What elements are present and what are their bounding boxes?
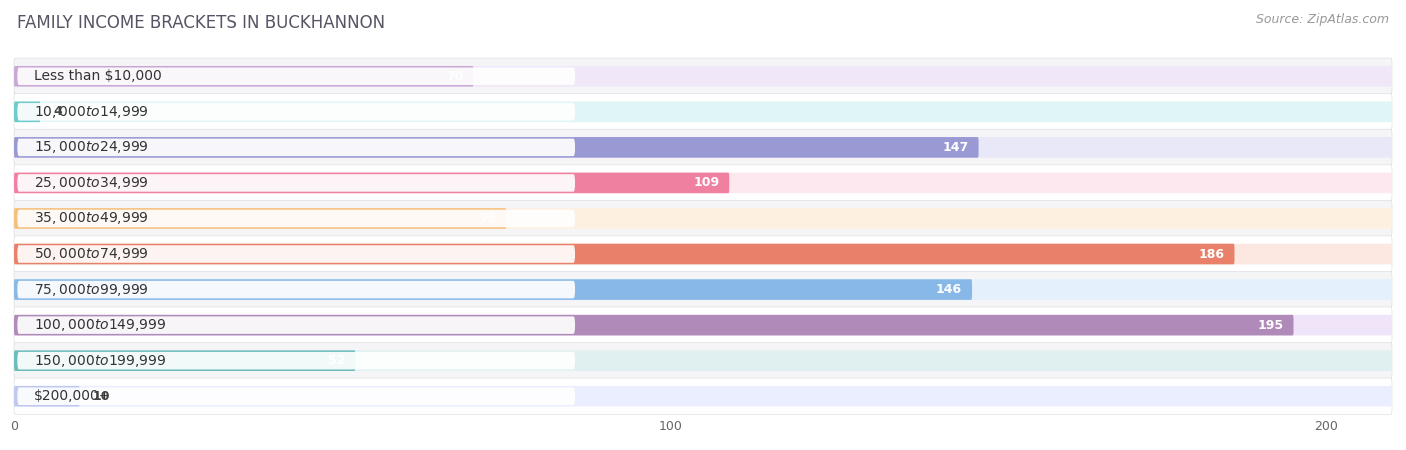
- FancyBboxPatch shape: [14, 129, 1392, 166]
- FancyBboxPatch shape: [14, 173, 1392, 193]
- FancyBboxPatch shape: [17, 139, 575, 156]
- Text: $150,000 to $199,999: $150,000 to $199,999: [34, 353, 166, 369]
- FancyBboxPatch shape: [17, 316, 575, 334]
- FancyBboxPatch shape: [17, 281, 575, 298]
- FancyBboxPatch shape: [14, 137, 1392, 158]
- FancyBboxPatch shape: [14, 208, 506, 229]
- Text: $200,000+: $200,000+: [34, 389, 111, 403]
- FancyBboxPatch shape: [14, 386, 80, 406]
- FancyBboxPatch shape: [14, 137, 979, 158]
- Text: 52: 52: [328, 354, 346, 367]
- Text: 146: 146: [936, 283, 962, 296]
- Text: $10,000 to $14,999: $10,000 to $14,999: [34, 104, 149, 120]
- Text: $35,000 to $49,999: $35,000 to $49,999: [34, 211, 149, 226]
- FancyBboxPatch shape: [14, 173, 730, 193]
- Text: 10: 10: [93, 390, 110, 403]
- FancyBboxPatch shape: [17, 387, 575, 405]
- FancyBboxPatch shape: [17, 68, 575, 85]
- FancyBboxPatch shape: [14, 102, 41, 122]
- FancyBboxPatch shape: [14, 102, 1392, 122]
- Text: $75,000 to $99,999: $75,000 to $99,999: [34, 282, 149, 297]
- FancyBboxPatch shape: [14, 342, 1392, 379]
- Text: $50,000 to $74,999: $50,000 to $74,999: [34, 246, 149, 262]
- FancyBboxPatch shape: [17, 245, 575, 263]
- Text: 4: 4: [53, 105, 62, 118]
- FancyBboxPatch shape: [17, 103, 575, 121]
- FancyBboxPatch shape: [14, 66, 474, 86]
- FancyBboxPatch shape: [17, 174, 575, 192]
- FancyBboxPatch shape: [14, 386, 1392, 406]
- Text: 75: 75: [479, 212, 496, 225]
- FancyBboxPatch shape: [14, 236, 1392, 272]
- FancyBboxPatch shape: [14, 94, 1392, 130]
- FancyBboxPatch shape: [14, 66, 1392, 86]
- FancyBboxPatch shape: [14, 58, 1392, 94]
- FancyBboxPatch shape: [14, 315, 1294, 335]
- FancyBboxPatch shape: [14, 378, 1392, 414]
- FancyBboxPatch shape: [14, 271, 1392, 308]
- Text: Source: ZipAtlas.com: Source: ZipAtlas.com: [1256, 14, 1389, 27]
- FancyBboxPatch shape: [14, 244, 1234, 264]
- Text: $100,000 to $149,999: $100,000 to $149,999: [34, 317, 166, 333]
- FancyBboxPatch shape: [14, 200, 1392, 237]
- FancyBboxPatch shape: [14, 208, 1392, 229]
- Text: 186: 186: [1199, 248, 1225, 261]
- Text: $15,000 to $24,999: $15,000 to $24,999: [34, 140, 149, 155]
- Text: 70: 70: [446, 70, 464, 83]
- FancyBboxPatch shape: [17, 210, 575, 227]
- FancyBboxPatch shape: [14, 307, 1392, 343]
- FancyBboxPatch shape: [14, 165, 1392, 201]
- Text: 109: 109: [693, 176, 720, 189]
- Text: 147: 147: [942, 141, 969, 154]
- Text: 195: 195: [1257, 319, 1284, 332]
- FancyBboxPatch shape: [14, 351, 1392, 371]
- FancyBboxPatch shape: [14, 279, 972, 300]
- FancyBboxPatch shape: [14, 279, 1392, 300]
- FancyBboxPatch shape: [17, 352, 575, 369]
- FancyBboxPatch shape: [14, 351, 356, 371]
- Text: $25,000 to $34,999: $25,000 to $34,999: [34, 175, 149, 191]
- FancyBboxPatch shape: [14, 244, 1392, 264]
- Text: FAMILY INCOME BRACKETS IN BUCKHANNON: FAMILY INCOME BRACKETS IN BUCKHANNON: [17, 14, 385, 32]
- FancyBboxPatch shape: [14, 315, 1392, 335]
- Text: Less than $10,000: Less than $10,000: [34, 69, 162, 83]
